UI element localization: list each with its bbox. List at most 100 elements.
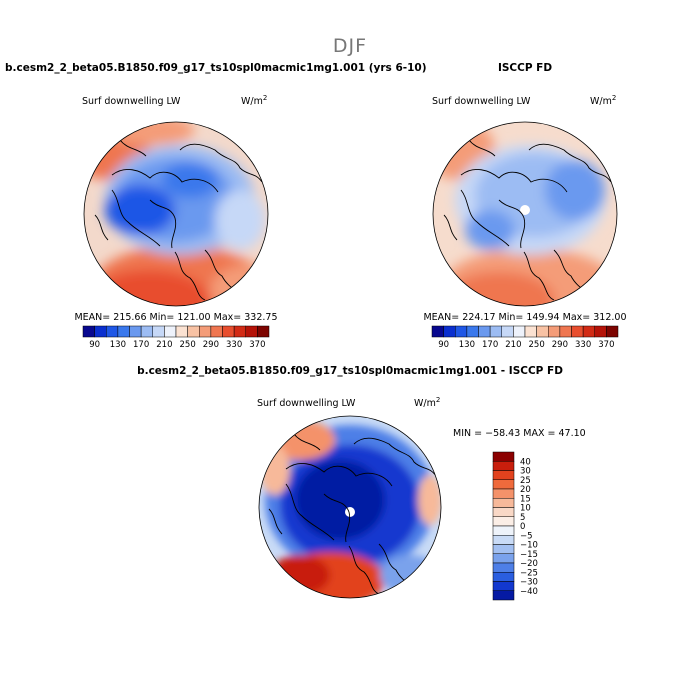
colorbar-tick-label: −5 (520, 531, 533, 541)
colorbar-cell (492, 581, 515, 591)
colorbar-cell (582, 325, 595, 338)
colorbar-cell (489, 325, 502, 338)
colorbar-cell (492, 572, 515, 582)
panel-obs-colorbar: 90 130 170 210 250 290 330 370 (431, 325, 619, 350)
colorbar-tick-label: 30 (520, 467, 531, 477)
colorbar-tick-label: 90 (438, 340, 449, 350)
colorbar-tick-label: 170 (133, 340, 149, 350)
colorbar-cell (129, 325, 142, 338)
panel-obs-stats: MEAN= 224.17 Min= 149.94 Max= 312.00 (423, 312, 626, 323)
colorbar-cell (594, 325, 607, 338)
panel-obs-map (433, 122, 617, 306)
panel-diff-map (259, 416, 441, 598)
colorbar-tick-label: 130 (110, 340, 126, 350)
colorbar-cell (466, 325, 479, 338)
colorbar-cell (536, 325, 549, 338)
colorbar-tick-label: 370 (598, 340, 614, 350)
colorbar-tick-label: −30 (520, 578, 538, 588)
colorbar-tick-label: 330 (575, 340, 591, 350)
colorbar-tick-label: 90 (89, 340, 100, 350)
colorbar-cell (175, 325, 188, 338)
colorbar-cell (233, 325, 246, 338)
colorbar-tick-label: 210 (505, 340, 521, 350)
colorbar-cell (492, 544, 515, 554)
colorbar-tick-label: −25 (520, 568, 538, 578)
colorbar-tick-label: 250 (180, 340, 196, 350)
panel-model-title: b.cesm2_2_beta05.B1850.f09_g17_ts10spl0m… (5, 62, 427, 74)
colorbar-cell (82, 325, 95, 338)
panel-model-units: W/m2 (241, 94, 267, 107)
colorbar-tick-label: −15 (520, 550, 538, 560)
colorbar-tick-label: 5 (520, 513, 525, 523)
panel-model-variable-label: Surf downwelling LW (82, 96, 181, 107)
panel-obs: ISCCP FD Surf downwelling LW W/m2 (423, 62, 626, 350)
colorbar-tick-label: 290 (203, 340, 219, 350)
panel-model-map (84, 122, 268, 306)
colorbar-cell (492, 451, 515, 462)
colorbar-cell (492, 470, 515, 480)
colorbar-tick-label: 40 (520, 457, 531, 467)
panel-obs-title: ISCCP FD (498, 62, 552, 74)
colorbar-cell (513, 325, 526, 338)
colorbar-tick-label: 25 (520, 476, 531, 486)
panel-model-colorbar: 90 130 170 210 250 290 330 370 (82, 325, 270, 350)
colorbar-tick-label: 170 (482, 340, 498, 350)
colorbar-cell (501, 325, 514, 338)
panel-model-stats: MEAN= 215.66 Min= 121.00 Max= 332.75 (74, 312, 277, 323)
colorbar-tick-label: 290 (552, 340, 568, 350)
colorbar-cell (492, 562, 515, 573)
panel-diff-map-border (258, 415, 442, 599)
colorbar-cell (492, 488, 515, 499)
colorbar-cell (606, 325, 619, 338)
colorbar-tick-label: 250 (529, 340, 545, 350)
panel-model: b.cesm2_2_beta05.B1850.f09_g17_ts10spl0m… (5, 62, 427, 350)
panel-diff-stats: MIN = −58.43 MAX = 47.10 (453, 428, 586, 439)
colorbar-cell (94, 325, 107, 338)
colorbar-cell (431, 325, 444, 338)
panel-obs-map-border (432, 121, 618, 307)
colorbar-cell (492, 590, 515, 601)
colorbar-tick-label: 330 (226, 340, 242, 350)
colorbar-cell (492, 516, 515, 527)
panel-diff-title: b.cesm2_2_beta05.B1850.f09_g17_ts10spl0m… (137, 365, 563, 377)
colorbar-tick-label: 130 (459, 340, 475, 350)
colorbar-tick-label: −20 (520, 559, 538, 569)
colorbar-cell (152, 325, 165, 338)
colorbar-cell (140, 325, 153, 338)
colorbar-cell (245, 325, 258, 338)
colorbar-cell (492, 498, 515, 508)
colorbar-tick-label: −40 (520, 587, 538, 597)
colorbar-cell (492, 507, 515, 517)
colorbar-cell (187, 325, 200, 338)
panel-obs-units: W/m2 (590, 94, 616, 107)
colorbar-tick-label: 0 (520, 522, 525, 532)
colorbar-cell (222, 325, 235, 338)
colorbar-tick-label: 210 (156, 340, 172, 350)
panel-diff: b.cesm2_2_beta05.B1850.f09_g17_ts10spl0m… (137, 365, 586, 601)
colorbar-cell (106, 325, 119, 338)
colorbar-cell (548, 325, 561, 338)
colorbar-cell (492, 535, 515, 545)
colorbar-cell (117, 325, 130, 338)
colorbar-tick-label: 20 (520, 485, 531, 495)
colorbar-cell (492, 525, 515, 536)
colorbar-cell (443, 325, 456, 338)
colorbar-cell (571, 325, 584, 338)
figure-title: DJF (333, 35, 367, 57)
colorbar-cell (455, 325, 468, 338)
colorbar-cell (524, 325, 537, 338)
panel-diff-variable-label: Surf downwelling LW (257, 398, 356, 409)
colorbar-tick-label: 10 (520, 504, 531, 514)
colorbar-cell (559, 325, 572, 338)
colorbar-cell (257, 325, 270, 338)
colorbar-cell (199, 325, 212, 338)
colorbar-tick-label: 15 (520, 494, 531, 504)
colorbar-tick-label: 370 (249, 340, 265, 350)
panel-diff-units: W/m2 (414, 396, 440, 409)
colorbar-cell (492, 479, 515, 490)
colorbar-cell (492, 461, 515, 471)
colorbar-cell (478, 325, 491, 338)
colorbar-cell (492, 553, 515, 564)
colorbar-cell (210, 325, 223, 338)
